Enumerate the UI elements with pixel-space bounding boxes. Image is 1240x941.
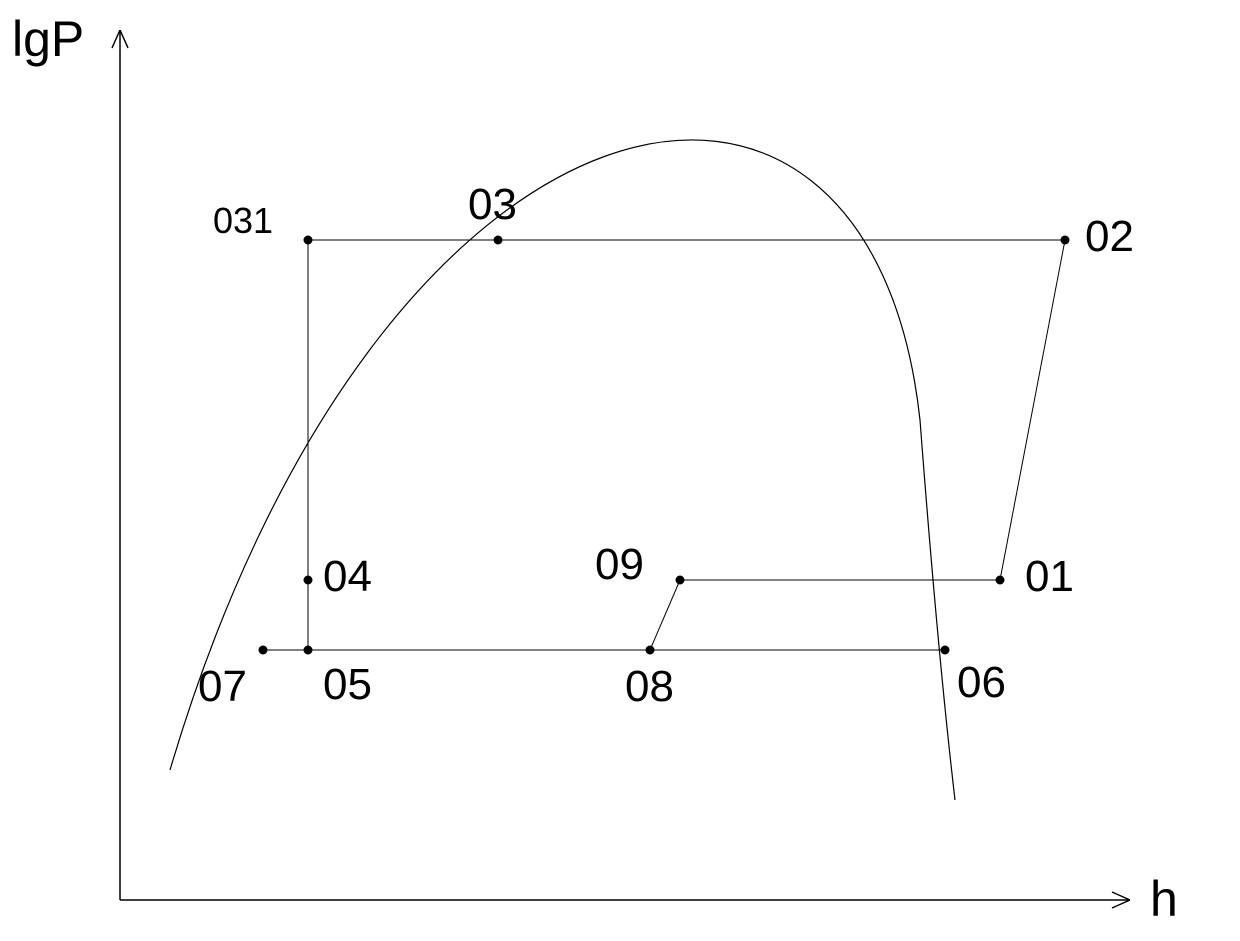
point-label-031: 031 bbox=[213, 200, 273, 242]
point-label-05: 05 bbox=[323, 660, 372, 710]
point-label-06: 06 bbox=[957, 658, 1006, 708]
x-axis-label: h bbox=[1150, 870, 1178, 928]
point-label-08: 08 bbox=[625, 662, 674, 712]
point-label-02: 02 bbox=[1085, 212, 1134, 262]
point-label-07: 07 bbox=[198, 662, 247, 712]
point-label-04: 04 bbox=[323, 552, 372, 602]
point-label-03: 03 bbox=[468, 180, 517, 230]
y-axis-label: lgP bbox=[12, 10, 84, 68]
point-label-09: 09 bbox=[595, 540, 644, 590]
point-label-01: 01 bbox=[1025, 552, 1074, 602]
